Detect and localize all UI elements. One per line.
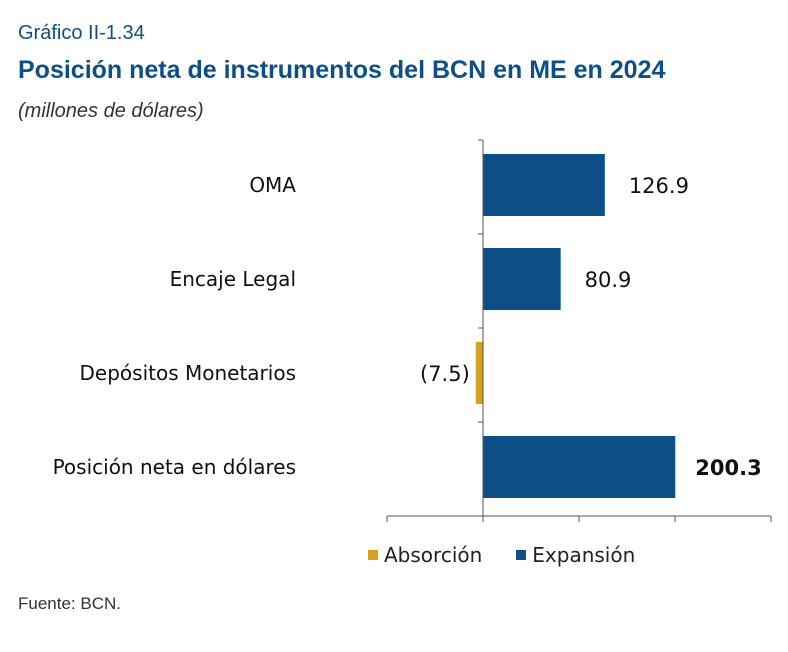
bar (483, 248, 561, 310)
legend-label-expansion: Expansión (532, 543, 636, 567)
source-note: Fuente: BCN. (18, 594, 121, 613)
figure-label: Gráfico II-1.34 (18, 22, 145, 44)
chart-subtitle: (millones de dólares) (18, 100, 204, 122)
category-label: Depósitos Monetarios (80, 361, 296, 385)
legend-swatch-absorcion (368, 550, 378, 560)
value-label: (7.5) (420, 362, 470, 386)
bar-chart: OMA Encaje Legal Depósitos Monetarios Posic… (53, 139, 772, 522)
bar (483, 154, 605, 216)
value-label: 126.9 (629, 174, 689, 198)
chart-legend: Absorción Expansión (368, 543, 669, 567)
category-label: OMA (249, 173, 296, 197)
category-label: Encaje Legal (170, 267, 296, 291)
legend-item-expansion: Expansión (516, 543, 635, 567)
bar (483, 436, 676, 498)
value-label: 80.9 (585, 268, 632, 292)
value-label: 200.3 (695, 456, 761, 480)
category-label: Posición neta en dólares (53, 455, 296, 479)
legend-label-absorcion: Absorción (384, 543, 483, 567)
legend-item-absorcion: Absorción (368, 543, 482, 567)
chart-title: Posición neta de instrumentos del BCN en… (18, 56, 666, 84)
bar (475, 342, 483, 404)
legend-swatch-expansion (516, 550, 527, 560)
